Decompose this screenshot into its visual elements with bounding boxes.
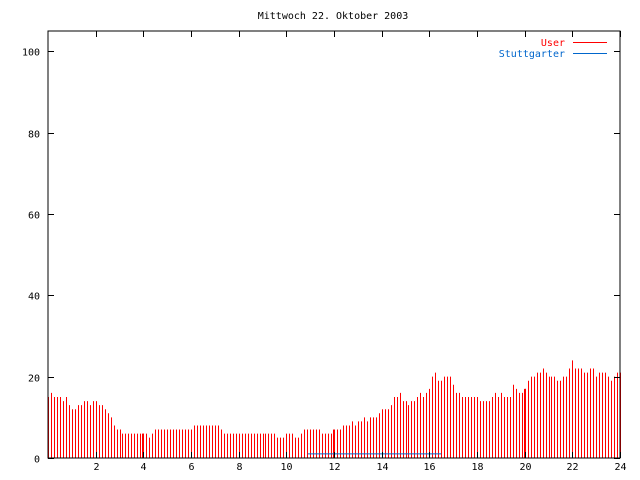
x-tick-label: 16 [423, 462, 435, 473]
x-tick-label: 12 [328, 462, 340, 473]
x-axis: 2 4 6 8 10 12 14 16 18 20 22 24 [93, 31, 627, 473]
y-tick-label: 60 [28, 211, 40, 222]
x-tick-label: 4 [140, 462, 146, 473]
x-tick-label: 8 [236, 462, 242, 473]
legend-label: User [541, 38, 565, 49]
y-tick-label: 100 [22, 48, 40, 59]
bar-emphasized [333, 429, 335, 458]
user-series-bars [48, 360, 621, 458]
y-tick-label: 20 [28, 374, 40, 385]
chart-title: Mittwoch 22. Oktober 2003 [258, 11, 409, 22]
x-tick-label: 10 [280, 462, 292, 473]
x-tick-label: 20 [519, 462, 531, 473]
y-tick-label: 40 [28, 292, 40, 303]
y-tick-label: 0 [34, 455, 40, 466]
bar-emphasized [142, 433, 144, 458]
y-tick-label: 80 [28, 130, 40, 141]
y-axis: 0 20 40 60 80 100 [22, 48, 620, 466]
x-tick-label: 2 [93, 462, 99, 473]
x-tick-label: 14 [376, 462, 388, 473]
x-tick-label: 22 [566, 462, 578, 473]
x-tick-label: 24 [614, 462, 626, 473]
x-tick-label: 18 [471, 462, 483, 473]
bar-emphasized [524, 388, 526, 458]
legend-label: Stuttgarter [499, 49, 565, 60]
x-tick-label: 6 [188, 462, 194, 473]
